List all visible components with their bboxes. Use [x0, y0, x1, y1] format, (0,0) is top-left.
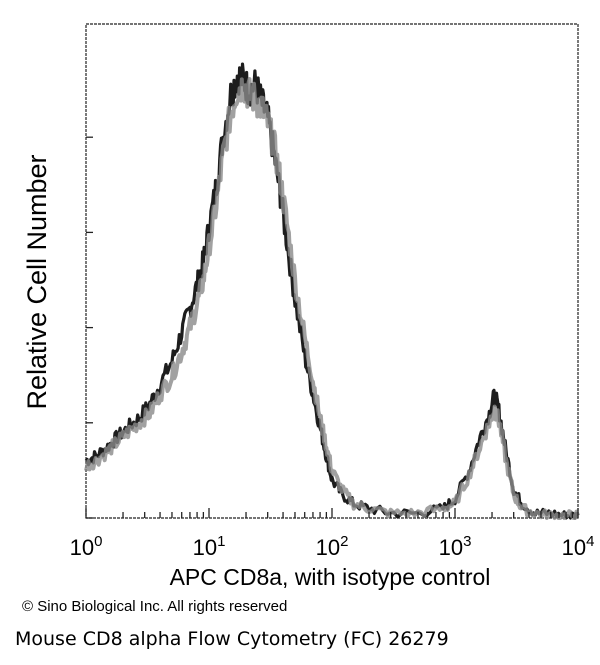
- x-tick-label: 104: [562, 533, 595, 560]
- y-axis-label: Relative Cell Number: [22, 154, 52, 409]
- x-axis-label: APC CD8a, with isotype control: [170, 564, 491, 590]
- figure-caption: Mouse CD8 alpha Flow Cytometry (FC) 2627…: [15, 628, 449, 650]
- x-tick-label: 102: [316, 533, 349, 560]
- series-trace-0: [84, 62, 580, 520]
- histogram-chart: 100 101 102 103 104 Relative Cell Number APC…: [22, 23, 595, 590]
- copyright-notice: © Sino Biological Inc. All rights reserv…: [22, 598, 288, 615]
- x-tick-label: 101: [193, 533, 226, 560]
- x-tick-label: 103: [439, 533, 472, 560]
- series-trace-1: [84, 77, 580, 520]
- x-tick-label: 100: [70, 533, 103, 560]
